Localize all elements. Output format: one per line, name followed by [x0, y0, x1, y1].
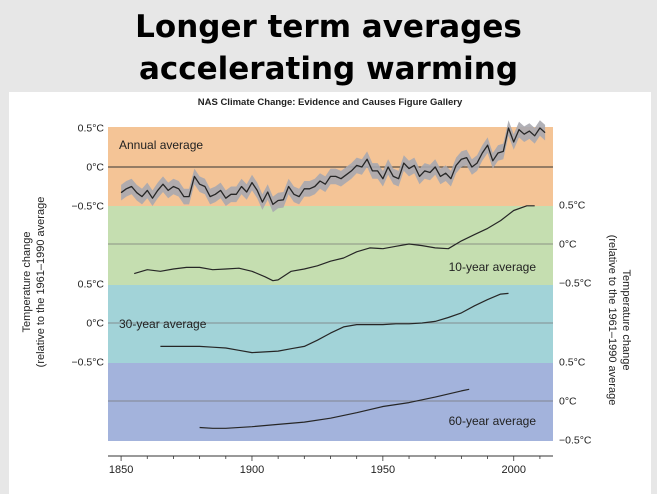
- series-line-1: [120, 127, 546, 206]
- left-y-axis-title: Temperature change (relative to the 1961–…: [21, 197, 47, 368]
- x-tick-label: 1950: [371, 464, 395, 476]
- x-tick-label: 2000: [501, 464, 525, 476]
- band-sixty-year: [108, 363, 553, 441]
- left-ylabel-line-1: Temperature change: [21, 232, 33, 333]
- y-tick-label: −0.5°C: [71, 201, 104, 213]
- chart-title: NAS Climate Change: Evidence and Causes …: [198, 97, 463, 108]
- y-tick-label: 0.5°C: [78, 279, 105, 291]
- series-label-2: 10-year average: [449, 260, 537, 274]
- right-ylabel-line-1: Temperature change: [620, 270, 632, 371]
- right-ylabel-line-2: (relative to the 1961–1990 average: [606, 235, 618, 406]
- y-tick-label: 0°C: [86, 162, 104, 174]
- y-tick-label: 0°C: [559, 396, 577, 408]
- series-label-4: 60-year average: [449, 414, 537, 428]
- band-ten-year: [108, 206, 553, 285]
- x-tick-label: 1850: [109, 464, 133, 476]
- series-line-3: [160, 292, 509, 354]
- series-line-4: [199, 388, 470, 429]
- series-label-3: 30-year average: [119, 317, 207, 331]
- y-tick-label: 0°C: [559, 239, 577, 251]
- band-thirty-year: [108, 285, 553, 363]
- y-tick-label: 0°C: [86, 318, 104, 330]
- uncertainty-band: [121, 120, 546, 213]
- y-tick-label: 0.5°C: [559, 200, 586, 212]
- y-tick-label: 0.5°C: [78, 123, 105, 135]
- temperature-chart: Annual average 10-year average 30-year ave…: [21, 97, 632, 476]
- y-tick-label: 0.5°C: [559, 357, 586, 369]
- figure-panel: Annual average 10-year average 30-year ave…: [9, 92, 651, 494]
- series-line-2: [134, 205, 535, 282]
- y-tick-label: −0.5°C: [559, 278, 592, 290]
- slide-title-line-2: accelerating warming: [138, 51, 519, 87]
- slide-title: Longer term averages accelerating warmin…: [0, 6, 657, 90]
- right-y-axis-title: Temperature change(relative to the 1961–…: [606, 235, 632, 406]
- x-tick-label: 1900: [240, 464, 264, 476]
- slide-title-line-1: Longer term averages: [135, 9, 522, 45]
- series-label-1: Annual average: [119, 138, 203, 152]
- left-ylabel-line-2: (relative to the 1961–1990 average: [35, 197, 47, 368]
- y-tick-label: −0.5°C: [71, 357, 104, 369]
- y-tick-label: −0.5°C: [559, 435, 592, 447]
